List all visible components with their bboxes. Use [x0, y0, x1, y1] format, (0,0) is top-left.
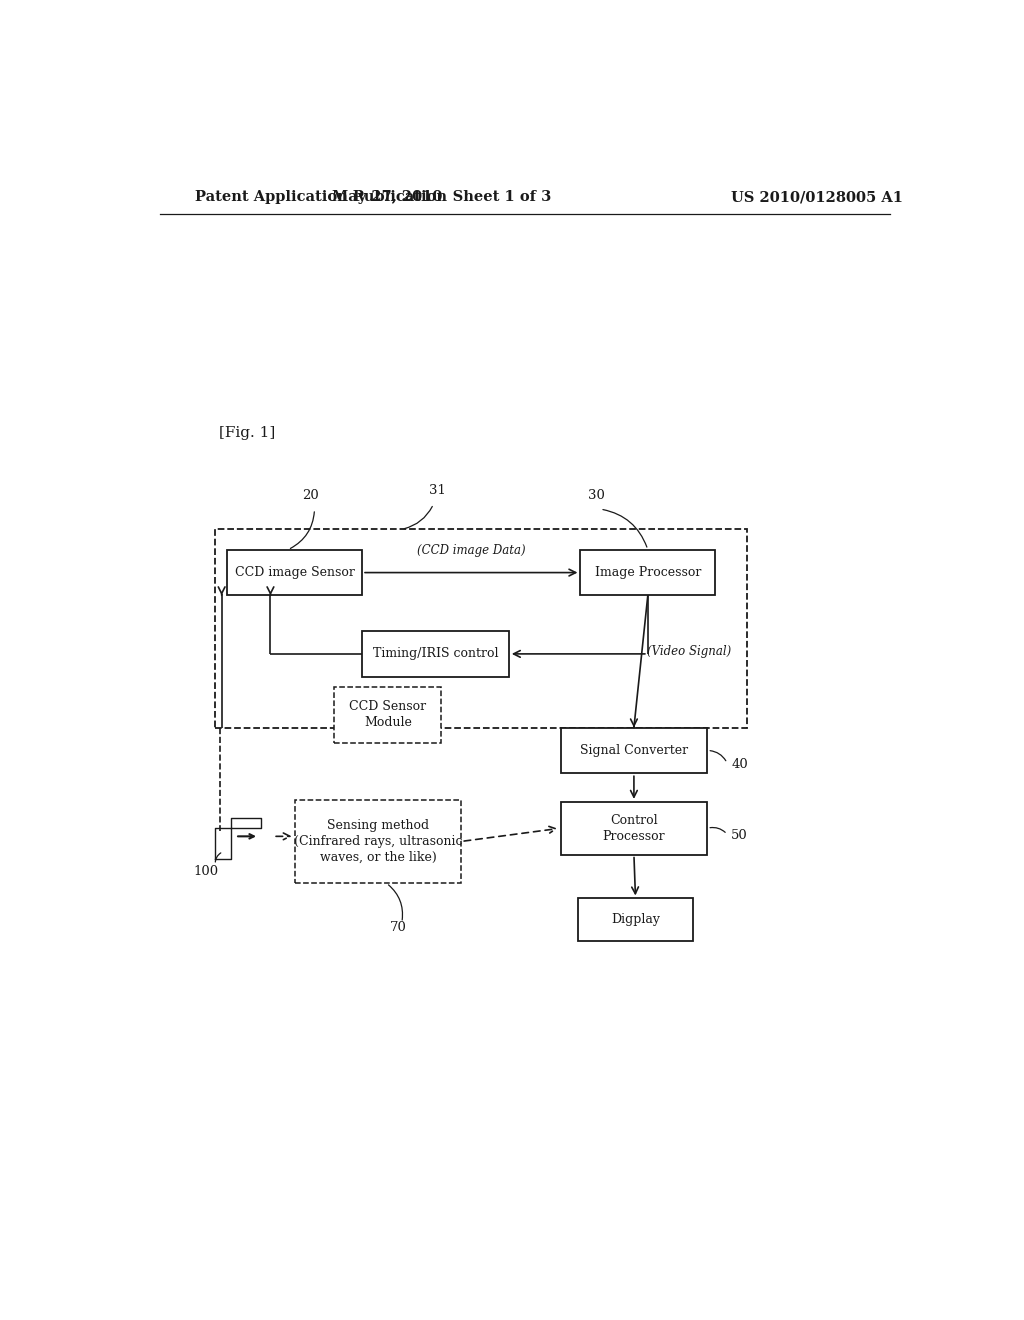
Bar	[578, 899, 693, 941]
Text: (CCD image Data): (CCD image Data)	[417, 544, 525, 557]
Text: CCD Sensor
Module: CCD Sensor Module	[349, 701, 426, 730]
Text: 31: 31	[429, 484, 445, 496]
Text: Digplay: Digplay	[611, 913, 660, 927]
Text: 100: 100	[194, 865, 218, 878]
Bar	[560, 801, 708, 854]
Text: US 2010/0128005 A1: US 2010/0128005 A1	[731, 190, 903, 205]
Text: (Video Signal): (Video Signal)	[647, 645, 731, 657]
Bar	[295, 800, 461, 883]
Bar	[227, 549, 362, 595]
Bar	[560, 727, 708, 774]
Bar	[362, 631, 509, 677]
Text: 30: 30	[588, 488, 604, 502]
Text: 40: 40	[731, 758, 748, 771]
Text: Timing/IRIS control: Timing/IRIS control	[373, 647, 499, 660]
Text: May 27, 2010  Sheet 1 of 3: May 27, 2010 Sheet 1 of 3	[332, 190, 551, 205]
Text: 50: 50	[731, 829, 748, 842]
Bar	[215, 529, 748, 727]
Text: 20: 20	[302, 488, 318, 502]
Text: Signal Converter: Signal Converter	[580, 744, 688, 756]
Bar	[334, 686, 441, 743]
Text: [Fig. 1]: [Fig. 1]	[219, 426, 275, 440]
Text: Image Processor: Image Processor	[595, 566, 701, 579]
Text: Sensing method
(Cinfrared rays, ultrasonic
waves, or the like): Sensing method (Cinfrared rays, ultrason…	[294, 818, 462, 863]
Bar	[581, 549, 715, 595]
Text: Patent Application Publication: Patent Application Publication	[196, 190, 447, 205]
Text: Control
Processor: Control Processor	[602, 813, 666, 842]
Text: 70: 70	[389, 921, 407, 933]
Text: CCD image Sensor: CCD image Sensor	[234, 566, 354, 579]
